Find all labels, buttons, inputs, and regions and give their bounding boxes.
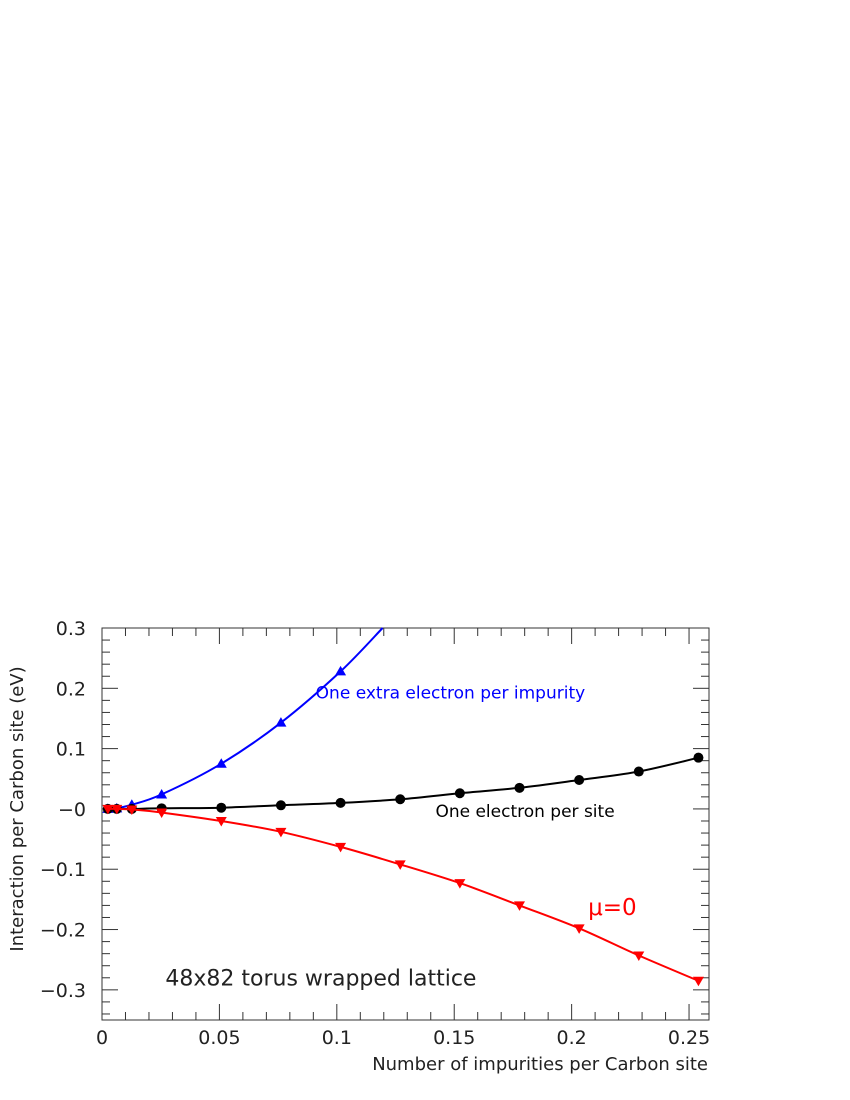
data-point <box>514 782 525 793</box>
data-point <box>693 752 704 763</box>
series-0 <box>102 627 384 813</box>
x-tick-label: 0.05 <box>198 1027 240 1049</box>
data-point <box>156 808 168 819</box>
data-point <box>275 717 287 727</box>
y-tick-label: 0.3 <box>56 618 86 640</box>
data-point <box>156 788 168 799</box>
data-point <box>454 788 465 799</box>
series-line <box>107 627 384 810</box>
data-point <box>102 804 114 815</box>
data-point <box>215 816 227 827</box>
tick-labels: 0 0.05 0.1 0.15 0.2 0.25 0.3 0.2 0.1 −0 −0.1 −0.2 −0… <box>40 618 710 1049</box>
y-tick-label: −0.2 <box>40 920 86 942</box>
data-point <box>633 766 644 777</box>
x-tick-label: 0 <box>96 1027 108 1049</box>
data-point <box>454 879 466 889</box>
data-point <box>275 800 286 811</box>
data-point <box>395 794 406 805</box>
data-point <box>335 842 347 853</box>
annotations: One extra electron per impurity One elect… <box>165 684 636 992</box>
data-point <box>275 827 287 838</box>
data-point <box>692 976 704 987</box>
data-point <box>574 774 585 785</box>
x-tick-label: 0.1 <box>322 1027 352 1049</box>
data-point <box>335 665 347 676</box>
x-tick-label: 0.15 <box>433 1027 475 1049</box>
data-point <box>633 951 645 961</box>
data-point <box>514 901 526 911</box>
y-tick-label: −0.3 <box>40 980 86 1002</box>
y-axis-label: Interaction per Carbon site (eV) <box>7 666 28 951</box>
x-axis-label: Number of impurities per Carbon site <box>372 1054 708 1075</box>
annotation: μ=0 <box>588 895 637 921</box>
data-point <box>111 804 123 815</box>
y-tick-label: 0.1 <box>56 739 86 761</box>
y-tick-label: −0.1 <box>40 859 86 881</box>
x-tick-label: 0.25 <box>668 1027 710 1049</box>
data-point <box>335 797 346 808</box>
annotation: One extra electron per impurity <box>316 684 586 704</box>
data-point <box>394 860 406 870</box>
series <box>102 627 704 987</box>
y-tick-label: 0.2 <box>56 678 86 700</box>
plot-frame <box>101 627 710 1021</box>
annotation: One electron per site <box>435 802 614 822</box>
annotation: 48x82 torus wrapped lattice <box>165 967 476 992</box>
data-point <box>215 758 227 768</box>
series-2 <box>102 804 704 987</box>
data-point <box>216 802 227 813</box>
data-point <box>126 805 138 816</box>
y-tick-label: −0 <box>58 799 86 821</box>
data-point <box>573 924 585 934</box>
x-tick-label: 0.2 <box>557 1027 587 1049</box>
ticks <box>101 627 709 1020</box>
